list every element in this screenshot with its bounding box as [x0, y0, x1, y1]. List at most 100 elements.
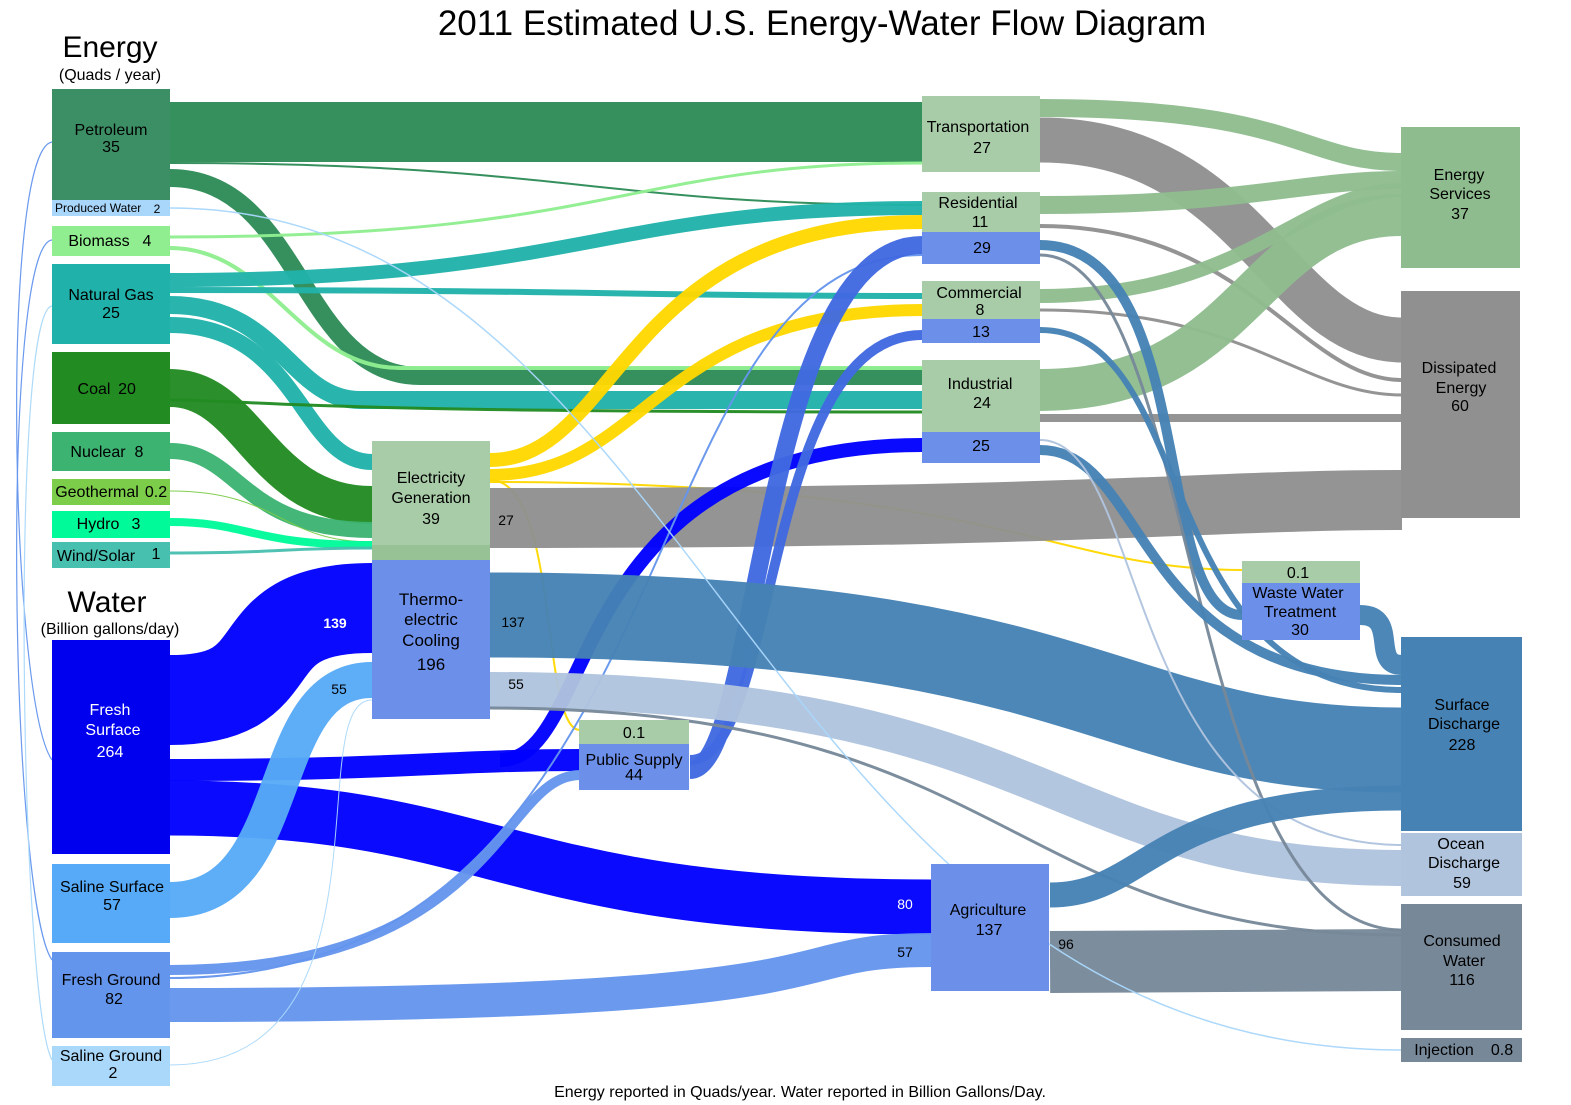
- node-commercial-name: Commercial: [936, 285, 1021, 302]
- node-commercial-water-value: 13: [972, 324, 990, 341]
- node-produced-water-name: Produced Water: [55, 201, 141, 215]
- node-energy-services-name-2: Services: [1429, 186, 1490, 203]
- flow-label-thermo-ocean: 55: [508, 676, 524, 692]
- node-electricity-value: 39: [422, 511, 440, 528]
- flow-ground-agriculture: [169, 933, 933, 1022]
- node-waste-water-name-1: Waste Water: [1252, 585, 1344, 602]
- node-injection-name: Injection: [1414, 1042, 1474, 1059]
- node-industrial-energy-value: 24: [973, 395, 991, 412]
- flow-fresh-public-supply: [169, 749, 581, 781]
- flow-residential-consumed: [1039, 253, 1403, 932]
- flow-gas-residential: [169, 201, 923, 287]
- node-dissipated-value: 60: [1451, 398, 1469, 415]
- node-coal-name: Coal: [78, 381, 111, 398]
- node-hydro-name: Hydro: [77, 516, 120, 533]
- node-geothermal-value: 0.2: [145, 484, 167, 501]
- node-electricity-name-2: Generation: [391, 490, 470, 507]
- node-saline-ground-value: 2: [109, 1065, 118, 1082]
- node-saline-surface-name: Saline Surface: [60, 879, 164, 896]
- flow-produced-injection: [169, 207, 1403, 1051]
- node-ocean-discharge-name-1: Ocean: [1437, 836, 1484, 853]
- flow-thermo-ocean: [489, 672, 1403, 886]
- flow-hydro-electricity: [169, 518, 373, 549]
- flow-label-fresh-ag: 80: [897, 896, 913, 912]
- node-thermo-name-3: Cooling: [402, 631, 460, 650]
- node-industrial-water-value: 25: [972, 438, 990, 455]
- node-dissipated-energy: Dissipated Energy 60: [1401, 291, 1520, 518]
- node-transportation: Transportation 27: [922, 96, 1040, 172]
- node-public-supply-energy-value: 0.1: [623, 725, 645, 742]
- node-consumed-water-name-2: Water: [1443, 953, 1486, 970]
- flow-gas-electricity: [169, 317, 373, 470]
- node-produced-water: Produced Water 2: [52, 200, 170, 216]
- node-agriculture-value: 137: [976, 922, 1003, 939]
- node-fresh-ground-name: Fresh Ground: [62, 972, 161, 989]
- node-natural-gas: Natural Gas 25: [52, 264, 170, 344]
- node-nuclear: Nuclear 8: [52, 432, 170, 471]
- node-transportation-name: Transportation: [927, 119, 1030, 136]
- node-thermo-name-1: Thermo-: [399, 590, 463, 609]
- node-consumed-water: Consumed Water 116: [1401, 904, 1522, 1030]
- footnote: Energy reported in Quads/year. Water rep…: [554, 1084, 1046, 1101]
- flow-coal-industrial: [169, 398, 923, 414]
- flow-saline-thermo: [168, 662, 374, 918]
- flow-electricity-dissipated: [489, 470, 1403, 548]
- node-nuclear-value: 8: [135, 444, 144, 461]
- node-coal-value: 20: [118, 381, 136, 398]
- node-surface-discharge-name-2: Discharge: [1428, 716, 1500, 733]
- node-wind-solar-value: 1: [152, 546, 161, 563]
- node-petroleum-value: 35: [102, 139, 120, 156]
- flow-thermo-consumed: [489, 706, 1403, 937]
- node-public-supply-name: Public Supply: [586, 752, 683, 769]
- flow-label-saline-thermo: 55: [331, 681, 347, 697]
- node-ocean-discharge: Ocean Discharge 59: [1401, 833, 1522, 896]
- node-biomass-value: 4: [143, 233, 152, 250]
- flow-water-to-biomass: [16, 239, 53, 961]
- flow-agriculture-discharge: [1049, 785, 1403, 908]
- flow-thermo-discharge: [489, 572, 1403, 793]
- node-saline-surface: Saline Surface 57: [52, 864, 170, 943]
- node-natural-gas-name: Natural Gas: [68, 287, 153, 304]
- node-fresh-surface: Fresh Surface 264: [52, 640, 170, 854]
- node-surface-discharge: Surface Discharge 228: [1401, 637, 1522, 831]
- energy-heading: Energy: [62, 31, 157, 64]
- energy-units: (Quads / year): [59, 67, 161, 84]
- flow-transportation-services: [1039, 99, 1403, 171]
- node-commercial-energy-value: 8: [976, 302, 985, 319]
- node-waste-water-treatment: 0.1 Waste Water Treatment 30: [1242, 561, 1360, 640]
- node-residential-energy-value: 11: [972, 214, 989, 231]
- node-industrial-name: Industrial: [948, 376, 1013, 393]
- node-biomass: Biomass 4: [52, 226, 170, 256]
- flow-fresh-thermo: [168, 563, 374, 745]
- node-saline-surface-value: 57: [103, 897, 121, 914]
- node-fresh-surface-name-2: Surface: [85, 722, 140, 739]
- flow-public-commercial: [689, 330, 923, 765]
- node-petroleum-name: Petroleum: [75, 122, 148, 139]
- flow-saline-ground-thermo: [169, 699, 373, 1066]
- node-energy-services: Energy Services 37: [1401, 127, 1520, 268]
- node-surface-discharge-value: 228: [1449, 737, 1476, 754]
- flow-commercial-dissipated: [1039, 308, 1403, 397]
- node-geothermal: Geothermal 0.2: [52, 479, 170, 505]
- flow-water-to-gas: [23, 305, 53, 1061]
- flow-ground-public-supply: [169, 770, 581, 975]
- node-hydro-value: 3: [132, 516, 141, 533]
- node-thermo-value: 196: [417, 655, 445, 674]
- node-residential-water-value: 29: [973, 240, 991, 257]
- node-electricity-generation: Electricity Generation 39: [372, 441, 490, 560]
- flow-biomass-industrial: [169, 246, 922, 370]
- node-produced-water-value: 2: [154, 202, 161, 216]
- flow-label-ground-ag: 57: [897, 944, 913, 960]
- node-injection: Injection 0.8: [1401, 1038, 1522, 1062]
- flow-industrial-services: [1039, 194, 1403, 411]
- flow-residential-wastewater: [1039, 240, 1243, 620]
- flow-gas-commercial: [169, 287, 923, 299]
- flow-fresh-agriculture: [169, 780, 933, 935]
- flow-nuclear-electricity: [169, 443, 373, 538]
- flow-label-ag-consumed: 96: [1058, 936, 1074, 952]
- node-electricity-name-1: Electricity: [397, 470, 465, 487]
- node-geothermal-name: Geothermal: [55, 484, 139, 501]
- node-energy-services-value: 37: [1451, 206, 1469, 223]
- flow-water-to-petroleum: [16, 141, 53, 761]
